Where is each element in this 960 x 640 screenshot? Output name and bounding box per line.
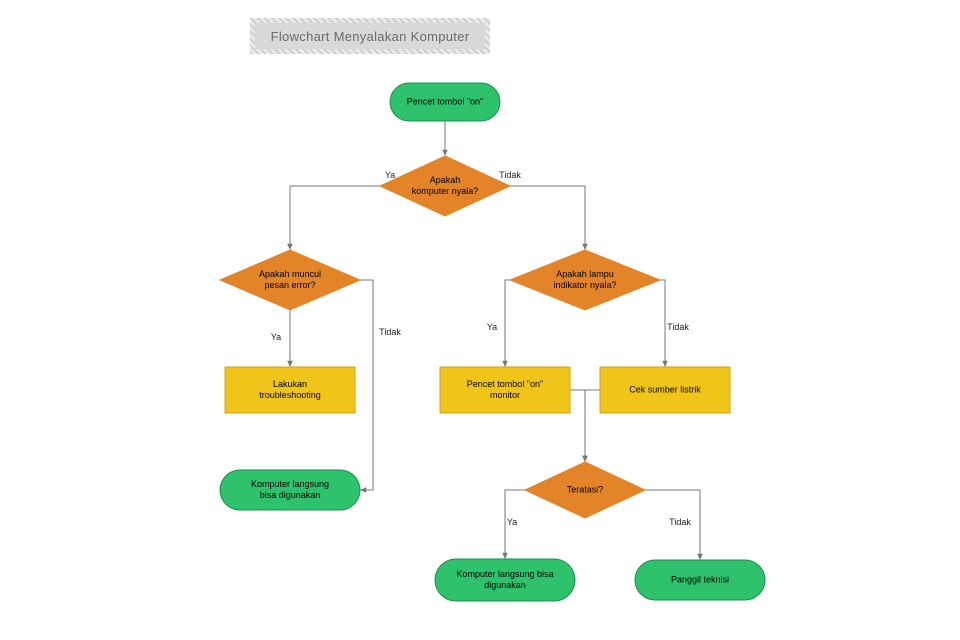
node-label-d3-1: indikator nyala? — [553, 280, 616, 290]
flowchart-canvas: Ya Tidak Ya Tidak Ya Tidak Ya Tidak Pencet tombo… — [0, 0, 960, 640]
node-label-d4: Teratasi? — [567, 484, 604, 494]
node-label-d1-0: Apakah — [430, 175, 461, 185]
edge-d2-t1 — [360, 280, 373, 490]
edge-label-d3-p2: Ya — [487, 322, 497, 332]
edge-label-d1-d2: Ya — [385, 170, 395, 180]
node-label-start: Pencet tombol "on" — [407, 96, 483, 106]
node-label-t1-1: bisa digunakan — [260, 490, 321, 500]
node-label-p3: Cek sumber listrik — [629, 384, 701, 394]
edge-label-d4-t2: Ya — [507, 517, 517, 527]
edge-p2-d4 — [570, 390, 585, 462]
edge-p3-d4 — [585, 390, 600, 462]
edge-label-d2-p1: Ya — [271, 332, 281, 342]
node-label-d3-0: Apakah lampu — [556, 269, 614, 279]
edge-label-d2-t1: Tidak — [379, 327, 401, 337]
node-label-p2-0: Pencet tombol "on" — [467, 379, 543, 389]
edge-d1-d2 — [290, 186, 380, 250]
node-label-t2-1: digunakan — [484, 580, 526, 590]
edge-label-d3-p3: Tidak — [667, 322, 689, 332]
edge-d3-p3 — [660, 280, 665, 367]
edge-d1-d3 — [510, 186, 585, 250]
node-label-p2-1: monitor — [490, 390, 520, 400]
node-label-d2-1: pesan error? — [264, 280, 315, 290]
node-label-d2-0: Apakah muncul — [259, 269, 321, 279]
edge-d3-p2 — [505, 280, 510, 367]
edge-label-d4-t3: Tidak — [669, 517, 691, 527]
node-label-t3: Panggil teknisi — [671, 574, 729, 584]
node-label-p1-0: Lakukan — [273, 379, 307, 389]
node-label-t1-0: Komputer langsung — [251, 479, 329, 489]
node-label-t2-0: Komputer langsung bisa — [456, 569, 553, 579]
node-label-d1-1: komputer nyala? — [412, 186, 479, 196]
node-label-p1-1: troubleshooting — [259, 390, 321, 400]
edge-label-d1-d3: Tidak — [499, 170, 521, 180]
